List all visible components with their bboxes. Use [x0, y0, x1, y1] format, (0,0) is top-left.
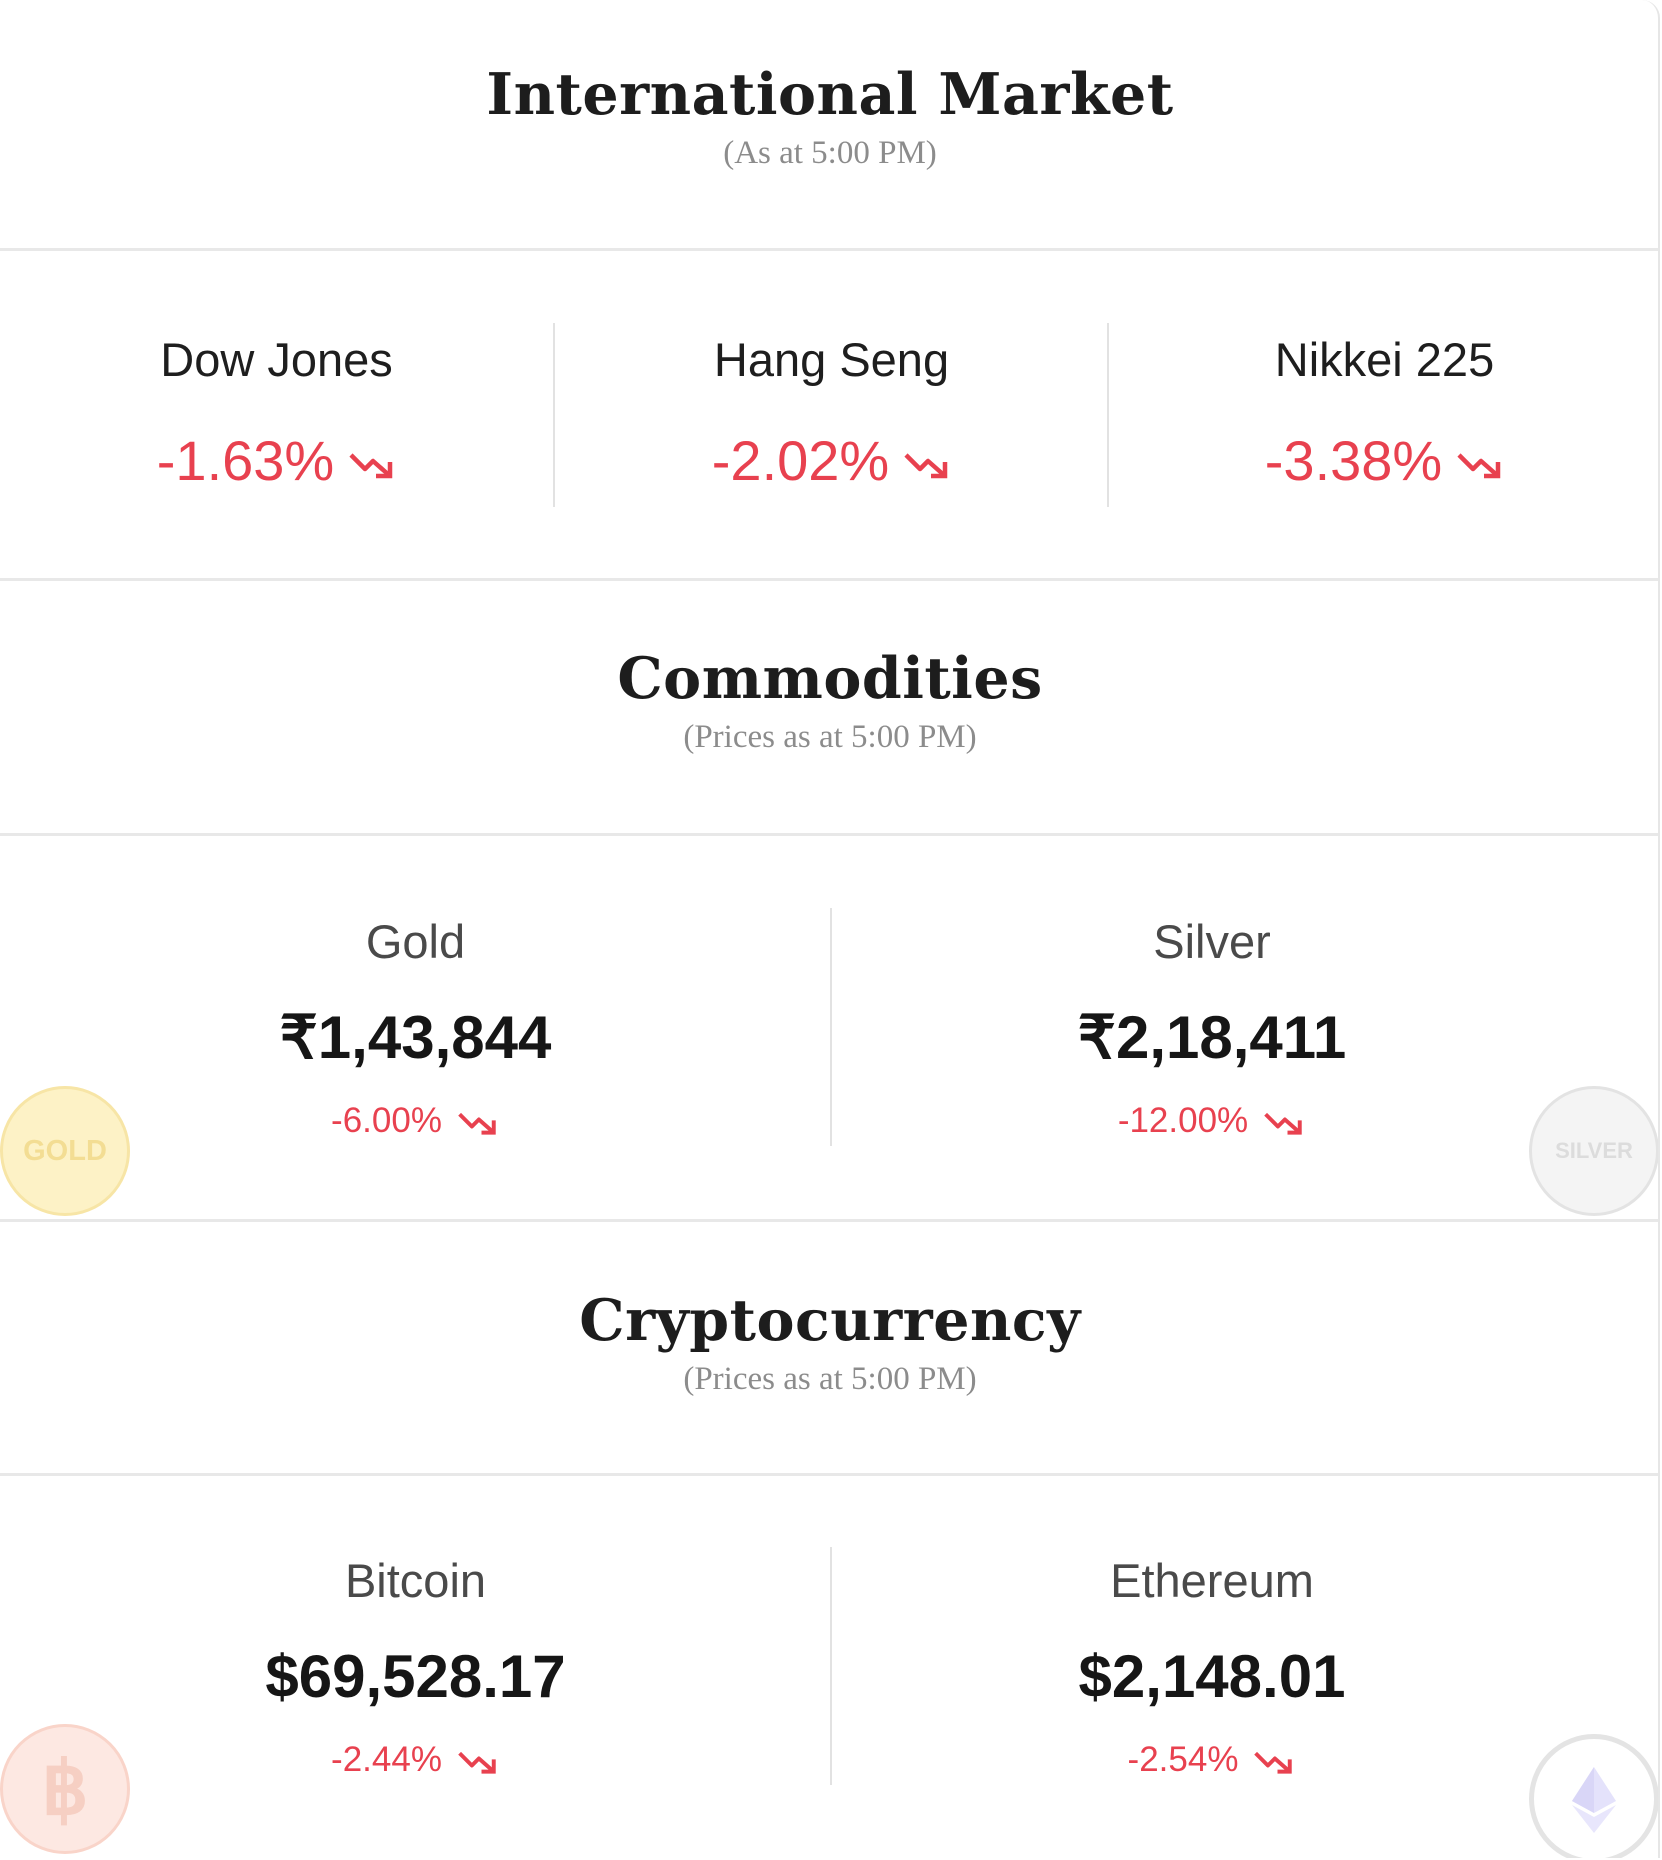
index-name: Dow Jones	[160, 333, 393, 386]
commodities-subtitle: (Prices as at 5:00 PM)	[683, 719, 977, 755]
asset-change-value: -12.00%	[1117, 1101, 1249, 1140]
index-change-value: -2.02%	[711, 429, 890, 492]
ethereum-coin-icon	[1529, 1734, 1658, 1858]
asset-name: Bitcoin	[344, 1554, 487, 1607]
column-divider	[553, 323, 555, 507]
index-dow-jones[interactable]: Dow Jones -1.63%	[0, 336, 553, 489]
crypto-subtitle: (Prices as at 5:00 PM)	[683, 1361, 977, 1397]
silver-coin-icon: SILVER	[1529, 1086, 1658, 1216]
column-divider	[830, 1547, 832, 1785]
trend-down-icon	[1252, 1748, 1296, 1776]
bitcoin-coin-icon: ฿	[0, 1724, 130, 1854]
bitcoin-coin-symbol: ฿	[41, 1747, 89, 1830]
asset-change: -2.54%	[832, 1742, 1592, 1777]
crypto-ethereum[interactable]: Ethereum $2,148.01 -2.54%	[832, 1557, 1592, 1777]
commodity-silver[interactable]: Silver ₹2,18,411 -12.00%	[832, 918, 1592, 1138]
trend-down-icon	[1262, 1109, 1306, 1137]
index-change-value: -1.63%	[156, 429, 335, 492]
column-divider	[830, 908, 832, 1146]
commodities-header: Commodities (Prices as at 5:00 PM)	[0, 645, 1658, 755]
commodities-title: Commodities	[617, 645, 1043, 712]
asset-change-value: -2.44%	[331, 1740, 442, 1779]
gold-coin-label: GOLD	[23, 1135, 107, 1167]
international-header: International Market (As at 5:00 PM)	[0, 61, 1658, 171]
asset-change: -6.00%	[0, 1103, 831, 1138]
divider	[0, 578, 1658, 581]
international-subtitle: (As at 5:00 PM)	[723, 135, 937, 171]
column-divider	[1107, 323, 1109, 507]
asset-name: Gold	[365, 915, 466, 968]
asset-change: -12.00%	[832, 1103, 1592, 1138]
trend-down-icon	[903, 449, 951, 481]
index-change-value: -3.38%	[1264, 429, 1443, 492]
crypto-title: Cryptocurrency	[579, 1287, 1081, 1354]
asset-price: $2,148.01	[1078, 1643, 1346, 1710]
crypto-bitcoin[interactable]: Bitcoin $69,528.17 -2.44%	[0, 1557, 831, 1777]
index-nikkei-225[interactable]: Nikkei 225 -3.38%	[1109, 333, 1658, 489]
index-change: -3.38%	[1109, 433, 1658, 489]
asset-price: ₹1,43,844	[279, 1004, 552, 1071]
trend-down-icon	[1456, 449, 1504, 481]
asset-change: -2.44%	[0, 1742, 831, 1777]
crypto-header: Cryptocurrency (Prices as at 5:00 PM)	[0, 1287, 1658, 1397]
trend-down-icon	[456, 1109, 500, 1137]
asset-name: Silver	[1153, 915, 1271, 968]
divider	[0, 248, 1658, 251]
ethereum-logo-icon	[1572, 1767, 1616, 1833]
silver-coin-label: SILVER	[1555, 1138, 1633, 1163]
divider	[0, 1473, 1658, 1476]
divider	[0, 833, 1658, 836]
trend-down-icon	[456, 1748, 500, 1776]
asset-price: ₹2,18,411	[1077, 1004, 1347, 1071]
commodity-gold[interactable]: Gold ₹1,43,844 -6.00%	[0, 918, 831, 1138]
divider	[0, 1219, 1658, 1222]
index-hang-seng[interactable]: Hang Seng -2.02%	[555, 336, 1108, 489]
index-change: -1.63%	[0, 433, 553, 489]
asset-change-value: -2.54%	[1127, 1740, 1239, 1779]
asset-name: Ethereum	[1110, 1554, 1314, 1607]
asset-change-value: -6.00%	[331, 1101, 442, 1140]
trend-down-icon	[348, 449, 396, 481]
gold-coin-icon: GOLD	[0, 1086, 130, 1216]
asset-price: $69,528.17	[265, 1643, 566, 1710]
index-name: Hang Seng	[713, 333, 950, 386]
international-title: International Market	[486, 61, 1174, 128]
index-name: Nikkei 225	[1274, 333, 1495, 386]
index-change: -2.02%	[555, 433, 1108, 489]
